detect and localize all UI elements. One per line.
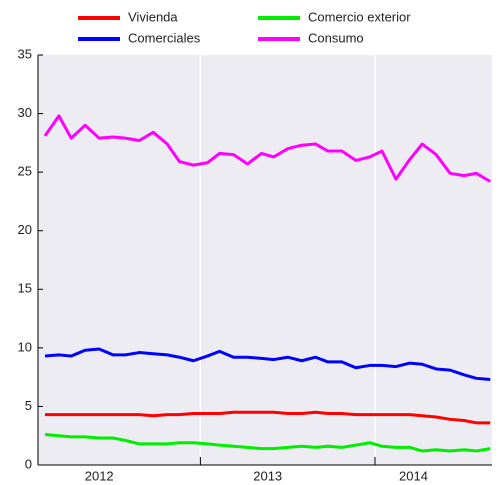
- y-tick-label: 30: [18, 105, 32, 120]
- y-tick-label: 35: [18, 46, 32, 61]
- legend-label: Comerciales: [128, 30, 201, 45]
- x-tick-label: 2013: [253, 468, 282, 483]
- plot-area: [38, 55, 492, 465]
- legend-label: Consumo: [308, 30, 364, 45]
- series-line: [44, 410, 491, 425]
- y-tick-label: 0: [25, 456, 32, 471]
- series-line: [44, 347, 491, 381]
- legend-label: Comercio exterior: [308, 9, 411, 24]
- series-line: [44, 433, 491, 453]
- y-tick-label: 15: [18, 281, 32, 296]
- x-tick-label: 2012: [85, 468, 114, 483]
- x-tick-label: 2014: [399, 468, 428, 483]
- legend-label: Vivienda: [128, 9, 178, 24]
- y-tick-label: 10: [18, 339, 32, 354]
- y-tick-label: 20: [18, 222, 32, 237]
- y-tick-label: 25: [18, 164, 32, 179]
- series-line: [43, 114, 492, 183]
- y-tick-label: 5: [25, 398, 32, 413]
